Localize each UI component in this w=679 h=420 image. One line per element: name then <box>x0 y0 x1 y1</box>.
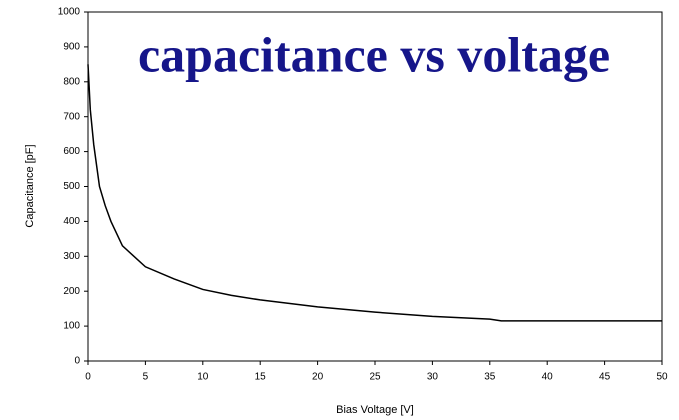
data-line <box>87 64 662 322</box>
x-tick-label: 5 <box>143 372 149 383</box>
x-tick-label: 50 <box>656 372 668 383</box>
y-tick-label: 600 <box>63 146 80 157</box>
y-tick-label: 200 <box>63 286 80 297</box>
x-tick-label: 45 <box>599 372 611 383</box>
y-tick-label: 300 <box>63 251 80 262</box>
y-tick-label: 100 <box>63 321 80 332</box>
x-tick-label: 40 <box>542 372 554 383</box>
y-tick-label: 800 <box>63 76 80 87</box>
y-tick-label: 900 <box>63 42 80 53</box>
y-tick-label: 0 <box>74 356 80 367</box>
y-tick-label: 500 <box>63 181 80 192</box>
x-tick-label: 15 <box>255 372 267 383</box>
x-tick-label: 30 <box>427 372 439 383</box>
x-axis-label: Bias Voltage [V] <box>336 404 414 416</box>
x-tick-label: 0 <box>85 372 91 383</box>
x-tick-label: 20 <box>312 372 324 383</box>
y-axis-label: Capacitance [pF] <box>24 144 36 227</box>
y-tick-label: 1000 <box>58 7 81 18</box>
x-tick-label: 10 <box>197 372 209 383</box>
y-tick-label: 400 <box>63 216 80 227</box>
x-tick-label: 35 <box>484 372 496 383</box>
chart-title: capacitance vs voltage <box>138 26 610 82</box>
y-tick-label: 700 <box>63 111 80 122</box>
x-tick-label: 25 <box>369 372 381 383</box>
